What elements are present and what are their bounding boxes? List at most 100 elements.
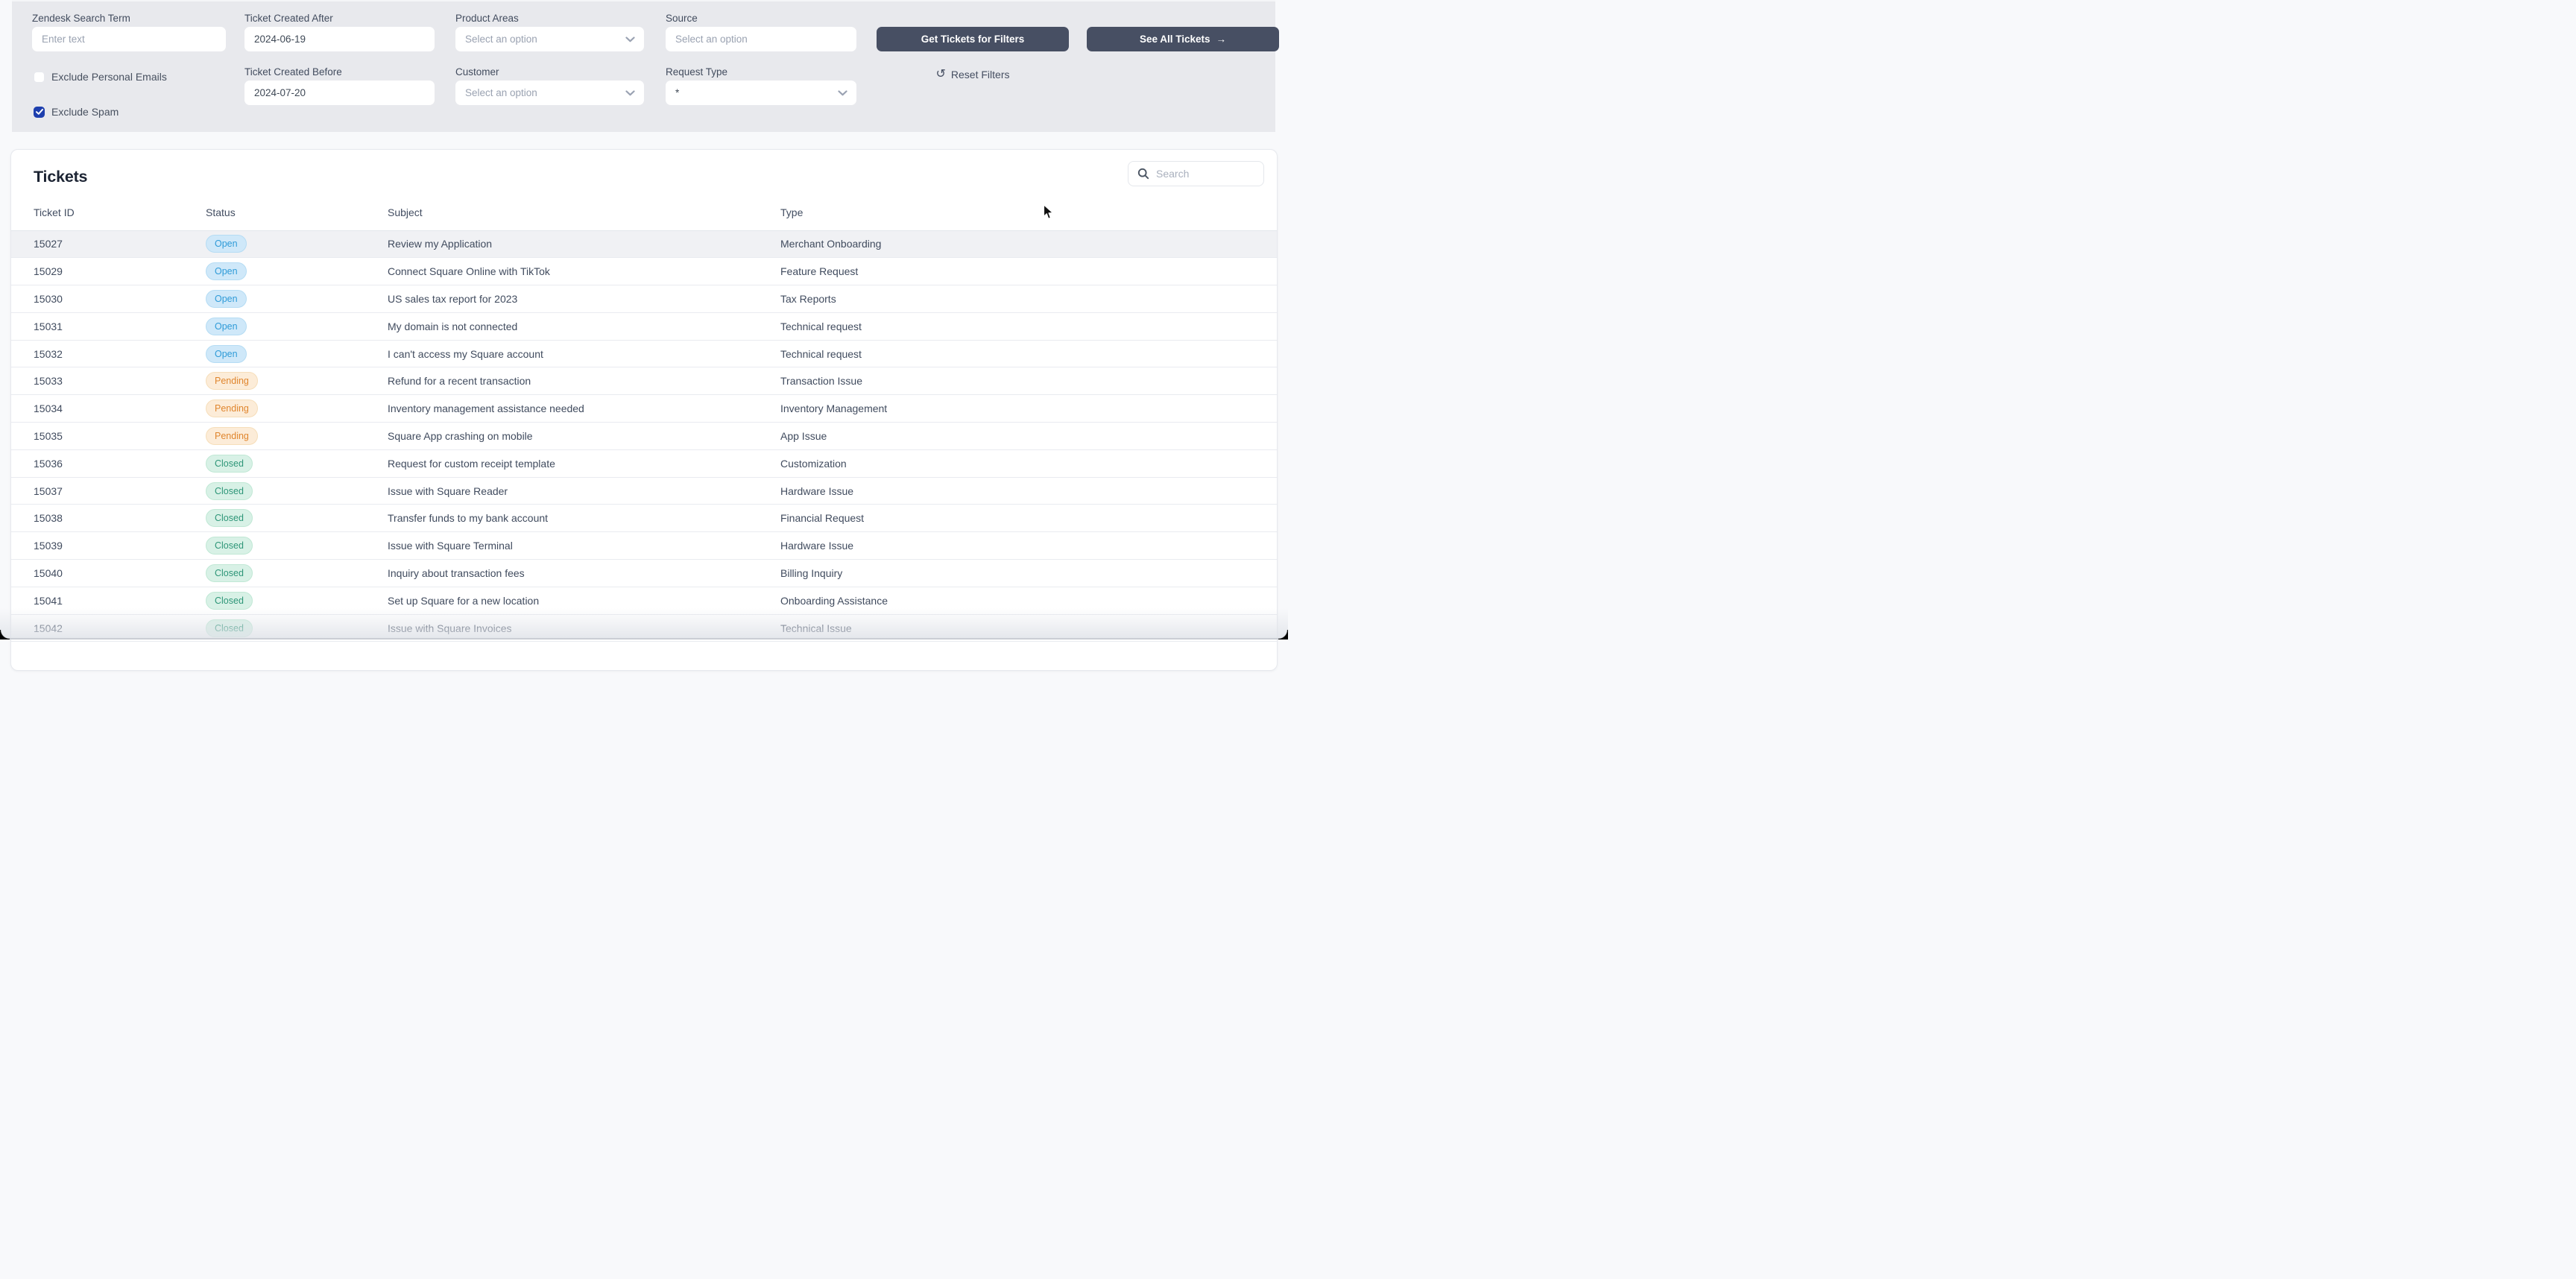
table-row[interactable]: 15038 Closed Transfer funds to my bank acc… [11,505,1277,532]
table-row[interactable]: 15027 Open Review my Application Merchant O… [11,230,1277,258]
get-tickets-button[interactable]: Get Tickets for Filters [877,27,1069,51]
status-badge: Open [206,289,247,308]
product-areas-select[interactable]: Select an option [455,27,644,51]
arrow-right-icon: → [1216,34,1227,45]
ticket-id-cell: 15034 [34,402,63,415]
status-badge: Closed [206,537,253,555]
type-cell: Tax Reports [780,292,836,305]
customer-label: Customer [455,66,499,78]
product-areas-label: Product Areas [455,13,519,24]
checkmark-icon [35,109,43,115]
see-all-tickets-button[interactable]: See All Tickets → [1087,27,1279,51]
exclude-spam-checkbox-row[interactable]: Exclude Spam [34,106,119,118]
source-select[interactable]: Select an option [666,27,856,51]
ticket-id-cell: 15036 [34,457,63,470]
customer-value: Select an option [465,87,537,98]
chevron-down-icon [625,36,635,42]
exclude-personal-emails-checkbox-row[interactable]: Exclude Personal Emails [34,71,167,83]
ticket-id-cell: 15038 [34,512,63,525]
chevron-down-icon [625,89,635,95]
status-cell: Open [206,312,388,340]
status-cell: Closed [206,614,388,642]
subject-cell: Connect Square Online with TikTok [388,265,550,278]
status-cell: Closed [206,560,388,587]
status-cell: Open [206,285,388,313]
created-after-label: Ticket Created After [244,13,333,24]
status-badge: Closed [206,481,253,500]
created-before-label: Ticket Created Before [244,66,342,78]
exclude-spam-checkbox[interactable] [34,106,45,118]
status-badge: Closed [206,619,253,637]
tickets-search-input[interactable] [1156,168,1256,180]
status-cell: Pending [206,423,388,450]
filter-panel: Zendesk Search Term Exclude Personal Ema… [12,0,1279,132]
table-row[interactable]: 15040 Closed Inquiry about transaction fee… [11,560,1277,587]
request-type-value: * [675,87,680,98]
subject-cell: I can't access my Square account [388,347,543,360]
reset-filters-button[interactable]: ↺ Reset Filters [877,67,1069,82]
ticket-id-cell: 15035 [34,429,63,442]
tickets-table: Ticket ID Status Subject Type 15027 Open R… [11,195,1277,642]
type-cell: Inventory Management [780,402,888,415]
created-before-input[interactable] [244,80,435,105]
table-row[interactable]: 15035 Pending Square App crashing on mobil… [11,423,1277,450]
status-cell: Open [206,230,388,258]
customer-select[interactable]: Select an option [455,80,644,105]
subject-cell: Refund for a recent transaction [388,375,531,388]
ticket-id-cell: 15033 [34,375,63,388]
table-row[interactable]: 15034 Pending Inventory management assista… [11,395,1277,423]
column-header-subject: Subject [388,195,780,231]
product-areas-value: Select an option [465,34,537,45]
reset-icon: ↺ [935,68,946,80]
status-badge: Pending [206,426,258,445]
table-row[interactable]: 15039 Closed Issue with Square Terminal Har… [11,532,1277,560]
request-type-select[interactable]: * [666,80,856,105]
source-label: Source [666,13,698,24]
status-cell: Pending [206,395,388,423]
table-row[interactable]: 15037 Closed Issue with Square Reader Hardw… [11,477,1277,505]
ticket-id-cell: 15040 [34,566,63,579]
status-badge: Open [206,262,247,281]
status-cell: Open [206,258,388,285]
ticket-id-cell: 15031 [34,320,63,332]
ticket-id-cell: 15037 [34,484,63,497]
status-badge: Open [206,317,247,335]
status-badge: Closed [206,591,253,610]
type-cell: Billing Inquiry [780,566,843,579]
chevron-down-icon [838,89,847,95]
table-row[interactable]: 15031 Open My domain is not connected Techn… [11,312,1277,341]
table-row[interactable]: 15032 Open I can't access my Square accoun… [11,340,1277,367]
subject-cell: Inventory management assistance needed [388,402,584,415]
table-row[interactable]: 15042 Closed Issue with Square Invoices Tec… [11,614,1277,642]
type-cell: Customization [780,457,847,470]
status-badge: Pending [206,372,258,391]
tickets-card: Tickets Ticket ID Status Subject Type 15… [10,149,1278,671]
subject-cell: US sales tax report for 2023 [388,292,518,305]
tickets-card-header: Tickets [11,150,1277,195]
table-row[interactable]: 15029 Open Connect Square Online with TikT… [11,258,1277,285]
type-cell: App Issue [780,429,827,442]
created-after-input[interactable] [244,27,435,51]
exclude-personal-emails-checkbox[interactable] [34,71,45,83]
exclude-personal-emails-label: Exclude Personal Emails [51,71,167,83]
type-cell: Transaction Issue [780,375,862,388]
table-row[interactable]: 15033 Pending Refund for a recent transact… [11,367,1277,395]
status-cell: Open [206,340,388,367]
ticket-id-cell: 15039 [34,540,63,552]
subject-cell: My domain is not connected [388,320,518,332]
zendesk-search-input[interactable] [32,27,226,51]
table-row[interactable]: 15036 Closed Request for custom receipt te… [11,449,1277,478]
table-row[interactable]: 15041 Closed Set up Square for a new locat… [11,587,1277,615]
subject-cell: Inquiry about transaction fees [388,566,525,579]
type-cell: Hardware Issue [780,484,854,497]
status-cell: Closed [206,587,388,614]
table-row[interactable]: 15030 Open US sales tax report for 2023 Tax… [11,285,1277,313]
subject-cell: Set up Square for a new location [388,594,540,607]
status-cell: Closed [206,477,388,505]
type-cell: Feature Request [780,265,859,278]
tickets-search-box[interactable] [1128,161,1264,186]
column-header-status: Status [206,195,388,231]
status-badge: Open [206,235,247,253]
status-cell: Closed [206,532,388,560]
subject-cell: Issue with Square Invoices [388,622,512,634]
